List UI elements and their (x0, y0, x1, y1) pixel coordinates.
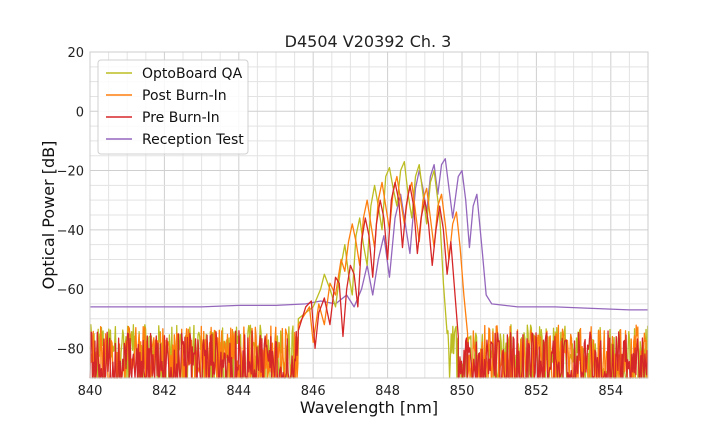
legend: OptoBoard QA Post Burn-In Pre Burn-In Recep… (97, 59, 249, 155)
legend-label: Post Burn-In (142, 88, 227, 104)
y-tick-label: −20 (57, 165, 84, 180)
series-group (89, 158, 649, 379)
plot-frame (89, 51, 649, 379)
x-tick-label: 842 (152, 384, 177, 399)
x-axis-label: Wavelength [nm] (300, 398, 438, 417)
x-tick-label: 846 (301, 384, 326, 399)
x-tick-labels: 840 842 844 846 848 850 852 854 (78, 384, 624, 399)
y-tick-label: −60 (57, 283, 84, 298)
x-tick-label: 850 (450, 384, 475, 399)
x-tick-label: 840 (78, 384, 103, 399)
x-tick-label: 852 (524, 384, 549, 399)
legend-box (97, 59, 249, 155)
legend-label: Reception Test (142, 132, 244, 148)
legend-label: Pre Burn-In (142, 110, 220, 126)
chart-title: D4504 V20392 Ch. 3 (285, 32, 452, 51)
x-tick-label: 848 (375, 384, 400, 399)
y-tick-label: −80 (57, 342, 84, 357)
y-axis-label: Optical Power [dB] (39, 141, 58, 290)
y-tick-label: 20 (67, 46, 84, 61)
x-tick-label: 844 (226, 384, 251, 399)
y-tick-labels: 20 0 −20 −40 −60 −80 (57, 46, 84, 357)
legend-label: OptoBoard QA (142, 66, 243, 82)
series-line-pre-burn-in (89, 181, 648, 379)
y-tick-label: −40 (57, 224, 84, 239)
x-tick-label: 854 (598, 384, 623, 399)
y-tick-label: 0 (76, 105, 84, 120)
